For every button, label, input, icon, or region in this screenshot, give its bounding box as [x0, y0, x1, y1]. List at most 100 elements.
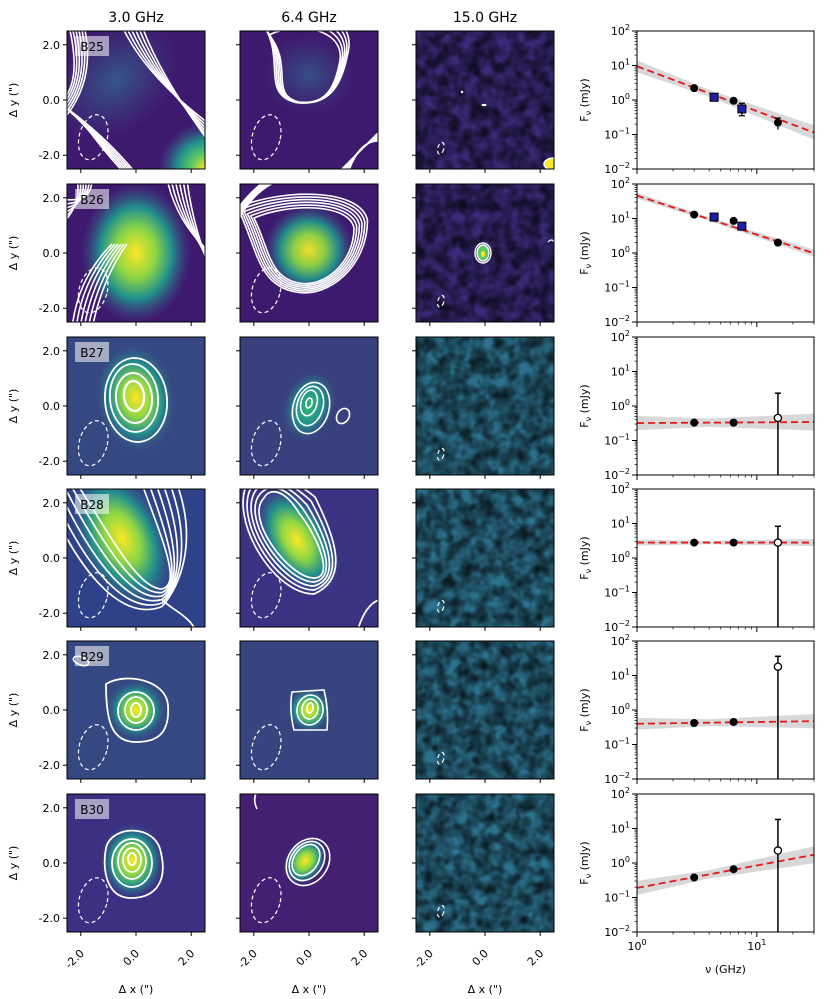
data-point	[729, 538, 738, 547]
source-label: B29	[80, 650, 104, 664]
y-tick-label: 10−1	[604, 585, 630, 600]
beam-ellipse	[77, 724, 109, 771]
column-title-2: 15.0 GHz	[453, 10, 517, 26]
sed-background	[637, 337, 814, 475]
y-tick-label: 2.0	[43, 649, 61, 662]
sed-panel-B28	[637, 489, 814, 627]
beam-ellipse	[436, 294, 445, 308]
column-title-0: 3.0 GHz	[108, 10, 163, 26]
contour	[295, 385, 325, 427]
x-tick-label: 2.0	[525, 947, 547, 969]
y-tick-label: 10−1	[604, 127, 630, 142]
map-ticks	[236, 44, 365, 173]
map-panel-B28-1	[240, 489, 378, 627]
contour	[357, 599, 378, 627]
map-y-label: Δ y (")	[7, 693, 20, 728]
emission-blob	[106, 680, 166, 740]
y-tick-label: 100	[611, 702, 630, 717]
map-x-label: Δ x (")	[468, 983, 503, 996]
y-tick-label: 10−1	[604, 737, 630, 752]
sed-axes: 102 101 100 10−1 10−2	[604, 329, 815, 482]
literature-point	[709, 92, 719, 102]
x-tick-label: 101	[747, 938, 766, 953]
contour	[123, 31, 205, 122]
data-point	[773, 238, 782, 247]
y-tick-label: -2.0	[39, 759, 60, 772]
y-tick-label: 101	[611, 668, 630, 683]
y-tick-label: 2.0	[43, 39, 61, 52]
sed-panel-B27	[637, 337, 814, 475]
data-point	[773, 118, 782, 127]
beam-ellipse	[436, 447, 445, 461]
y-tick-label: 10−1	[604, 890, 630, 905]
map-ticks: 2.0 0.0 -2.0	[39, 345, 192, 479]
contour	[474, 242, 492, 264]
map-panel-B26-2	[416, 184, 554, 322]
sed-y-label: Fν (mJy)	[578, 231, 593, 274]
y-tick-label: 101	[611, 516, 630, 531]
map-ticks	[236, 654, 365, 783]
map-ticks: 2.0 0.0 -2.0	[39, 192, 192, 326]
beam-ellipse	[250, 572, 282, 619]
contour	[104, 357, 168, 443]
contour	[240, 184, 263, 207]
y-tick-label: -2.0	[39, 455, 60, 468]
y-tick-label: 102	[611, 176, 630, 191]
data-point	[729, 216, 738, 225]
source-label: B30	[80, 803, 104, 817]
y-tick-label: 101	[611, 58, 630, 73]
contour	[240, 184, 269, 214]
contour	[291, 843, 321, 877]
x-tick-label: 0.0	[470, 947, 492, 969]
beam-ellipse	[77, 267, 109, 314]
y-tick-label: 100	[611, 92, 630, 107]
map-panel-B25-2	[416, 31, 554, 169]
data-point	[690, 718, 699, 727]
emission-blob	[100, 823, 164, 899]
y-tick-label: -2.0	[39, 302, 60, 315]
contour	[117, 691, 155, 731]
contour	[124, 696, 148, 724]
noise-texture	[416, 337, 554, 475]
contour	[171, 184, 205, 252]
data-point	[729, 717, 738, 726]
contour	[139, 31, 205, 135]
map-ticks: 2.0 0.0 -2.0	[39, 497, 192, 631]
y-tick-label: 0.0	[43, 247, 61, 260]
contour	[80, 243, 119, 322]
contour	[265, 31, 350, 104]
contour	[122, 379, 146, 413]
map-ticks	[236, 197, 365, 326]
contour	[127, 31, 205, 126]
y-tick-label: 0.0	[43, 704, 61, 717]
y-tick-label: 0.0	[43, 857, 61, 870]
beam-ellipse	[77, 420, 109, 467]
map-panel-B30-1	[240, 794, 378, 932]
contour	[240, 184, 274, 219]
source-label: B26	[80, 193, 104, 207]
map-panel-B28-0	[67, 489, 205, 627]
sed-y-label: Fν (mJy)	[578, 384, 593, 427]
beam-ellipse	[436, 904, 445, 918]
y-tick-label: 2.0	[43, 192, 61, 205]
contour	[288, 840, 326, 882]
map-ticks	[412, 502, 541, 631]
contour	[88, 243, 125, 322]
x-tick-label: 0.0	[294, 947, 316, 969]
contour	[84, 243, 122, 322]
x-tick-label: 0.0	[121, 947, 143, 969]
emission-blob	[282, 372, 336, 440]
contour	[111, 838, 153, 888]
contour	[182, 184, 205, 258]
contour	[243, 198, 363, 290]
contour	[117, 842, 147, 880]
y-tick-label: 10−1	[604, 433, 630, 448]
data-point	[690, 873, 699, 882]
contour	[109, 363, 159, 433]
contour	[67, 489, 188, 611]
contour	[79, 489, 171, 590]
x-tick-label: -2.0	[412, 947, 436, 971]
contour	[460, 90, 464, 94]
emission-blob	[481, 251, 485, 257]
map-panel-B27-2	[416, 337, 554, 475]
